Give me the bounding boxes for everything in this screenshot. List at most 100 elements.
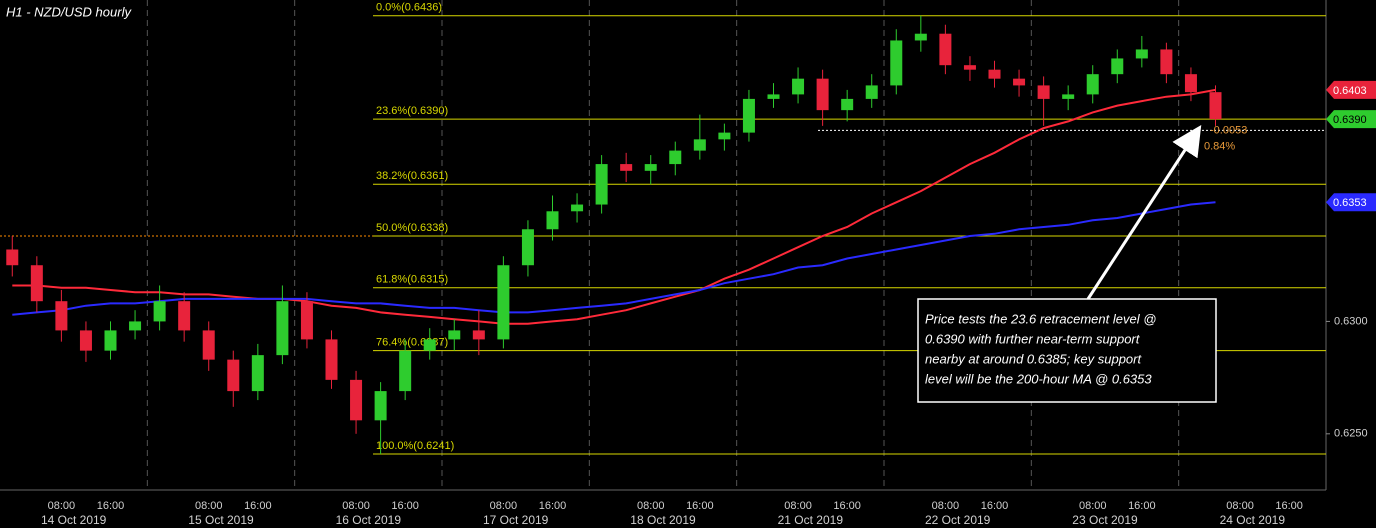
candle-body bbox=[1013, 78, 1026, 86]
candle-body bbox=[129, 321, 142, 331]
fib-label: 100.0%(0.6241) bbox=[376, 440, 454, 452]
candle-body bbox=[79, 330, 92, 351]
x-tick-label: 16:00 bbox=[686, 500, 714, 512]
x-tick-label: 08:00 bbox=[637, 500, 665, 512]
candle-body bbox=[55, 301, 68, 331]
callout-text: 0.6390 with further near-term support bbox=[925, 331, 1141, 346]
fib-label: 61.8%(0.6315) bbox=[376, 274, 448, 286]
x-tick-label: 16:00 bbox=[244, 500, 272, 512]
moving-average bbox=[12, 201, 1216, 316]
candle-body bbox=[816, 78, 829, 111]
candle-body bbox=[1086, 74, 1099, 95]
candle-body bbox=[153, 301, 166, 322]
candle-body bbox=[963, 65, 976, 70]
date-label: 22 Oct 2019 bbox=[925, 513, 991, 527]
candle-body bbox=[595, 164, 608, 205]
x-tick-label: 16:00 bbox=[539, 500, 567, 512]
price-marker bbox=[1326, 193, 1376, 212]
candle-body bbox=[497, 265, 510, 340]
date-label: 14 Oct 2019 bbox=[41, 513, 107, 527]
date-label: 23 Oct 2019 bbox=[1072, 513, 1138, 527]
x-tick-label: 08:00 bbox=[1079, 500, 1107, 512]
candle-body bbox=[742, 98, 755, 133]
candle-body bbox=[767, 94, 780, 99]
candle-body bbox=[669, 150, 682, 165]
x-tick-label: 08:00 bbox=[784, 500, 812, 512]
candle-body bbox=[300, 301, 313, 340]
candle-body bbox=[546, 211, 559, 230]
candle-body bbox=[1184, 74, 1197, 93]
price-marker-label: 0.6390 bbox=[1333, 114, 1367, 126]
candle-body bbox=[448, 330, 461, 340]
x-tick-label: 08:00 bbox=[1226, 500, 1254, 512]
candle-body bbox=[841, 98, 854, 111]
moving-average bbox=[12, 88, 1216, 325]
price-marker-label: 0.6353 bbox=[1333, 197, 1367, 209]
candle-body bbox=[399, 350, 412, 392]
x-tick-label: 16:00 bbox=[97, 500, 125, 512]
y-tick-label: 0.6250 bbox=[1334, 428, 1368, 440]
price-marker-label: 0.6403 bbox=[1333, 85, 1367, 97]
candle-body bbox=[1209, 92, 1222, 120]
candle-body bbox=[325, 339, 338, 380]
candle-body bbox=[644, 164, 657, 171]
price-marker bbox=[1326, 110, 1376, 129]
date-label: 17 Oct 2019 bbox=[483, 513, 549, 527]
fib-label: 23.6%(0.6390) bbox=[376, 105, 448, 117]
callout-arrow bbox=[1086, 124, 1202, 300]
candle-body bbox=[718, 132, 731, 140]
x-tick-label: 16:00 bbox=[833, 500, 861, 512]
x-tick-label: 08:00 bbox=[490, 500, 518, 512]
candle-body bbox=[104, 330, 117, 351]
fib-label: 50.0%(0.6338) bbox=[376, 222, 448, 234]
fib-label: 0.0%(0.6436) bbox=[376, 2, 442, 14]
price-marker bbox=[1326, 80, 1376, 99]
fib-label: 76.4%(0.6287) bbox=[376, 337, 448, 349]
callout-text: level will be the 200-hour MA @ 0.6353 bbox=[925, 371, 1152, 386]
candle-body bbox=[792, 78, 805, 95]
candle-body bbox=[251, 355, 264, 392]
candle-body bbox=[1135, 49, 1148, 59]
callout-text: Price tests the 23.6 retracement level @ bbox=[925, 311, 1156, 326]
candle-body bbox=[374, 391, 387, 421]
x-tick-label: 16:00 bbox=[1275, 500, 1303, 512]
callout-box bbox=[917, 298, 1217, 403]
candle-body bbox=[571, 204, 584, 212]
x-tick-label: 16:00 bbox=[391, 500, 419, 512]
date-label: 21 Oct 2019 bbox=[778, 513, 844, 527]
candle-body bbox=[939, 33, 952, 66]
candle-body bbox=[6, 249, 19, 266]
change-pct-label: 0.84% bbox=[1204, 140, 1235, 152]
candle-body bbox=[1037, 85, 1050, 99]
candle-body bbox=[472, 330, 485, 340]
candle-body bbox=[1111, 58, 1124, 75]
date-label: 24 Oct 2019 bbox=[1220, 513, 1286, 527]
x-tick-label: 16:00 bbox=[1128, 500, 1156, 512]
x-tick-label: 08:00 bbox=[342, 500, 370, 512]
y-tick-label: 0.6300 bbox=[1334, 315, 1368, 327]
candle-body bbox=[202, 330, 215, 360]
candle-body bbox=[914, 33, 927, 41]
candle-body bbox=[865, 85, 878, 99]
callout-text: nearby at around 0.6385; key support bbox=[925, 351, 1142, 366]
candle-body bbox=[1062, 94, 1075, 99]
candle-body bbox=[276, 301, 289, 356]
date-label: 16 Oct 2019 bbox=[336, 513, 402, 527]
candle-body bbox=[693, 139, 706, 151]
candle-body bbox=[178, 301, 191, 331]
candle-body bbox=[227, 359, 240, 392]
fib-label: 38.2%(0.6361) bbox=[376, 170, 448, 182]
x-tick-label: 08:00 bbox=[195, 500, 223, 512]
x-tick-label: 08:00 bbox=[48, 500, 76, 512]
candle-body bbox=[423, 339, 436, 351]
candle-body bbox=[30, 265, 43, 302]
change-label: -0.0053 bbox=[1210, 124, 1247, 136]
candle-body bbox=[988, 69, 1001, 79]
candle-body bbox=[620, 164, 633, 171]
x-tick-label: 08:00 bbox=[932, 500, 960, 512]
x-tick-label: 16:00 bbox=[981, 500, 1009, 512]
candle-body bbox=[1160, 49, 1173, 75]
candle-body bbox=[350, 379, 363, 421]
